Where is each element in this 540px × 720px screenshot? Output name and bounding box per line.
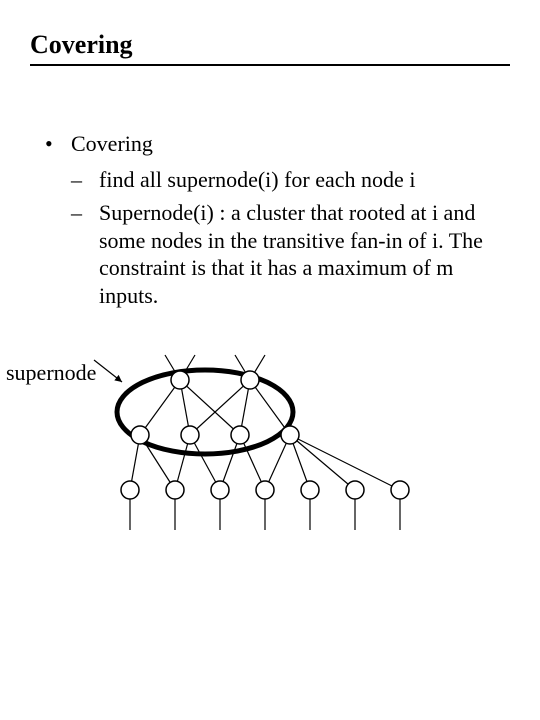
bullet-text: Covering <box>71 130 510 158</box>
sub-text-2: Supernode(i) : a cluster that rooted at … <box>99 199 510 309</box>
sub-item-2: – Supernode(i) : a cluster that rooted a… <box>71 199 510 309</box>
bullet-item: • Covering <box>45 130 510 158</box>
dash-marker: – <box>71 199 99 227</box>
network-diagram <box>90 350 450 550</box>
dash-marker: – <box>71 166 99 194</box>
sub-text-1: find all supernode(i) for each node i <box>99 166 510 194</box>
slide: Covering • Covering – find all supernode… <box>0 0 540 720</box>
title-block: Covering <box>30 30 510 66</box>
slide-title: Covering <box>30 30 510 64</box>
content-block: • Covering – find all supernode(i) for e… <box>45 130 510 315</box>
sub-item-1: – find all supernode(i) for each node i <box>71 166 510 194</box>
supernode-label: supernode <box>6 360 96 386</box>
title-underline <box>30 64 510 66</box>
sub-list: – find all supernode(i) for each node i … <box>71 166 510 310</box>
bullet-marker: • <box>45 130 71 158</box>
